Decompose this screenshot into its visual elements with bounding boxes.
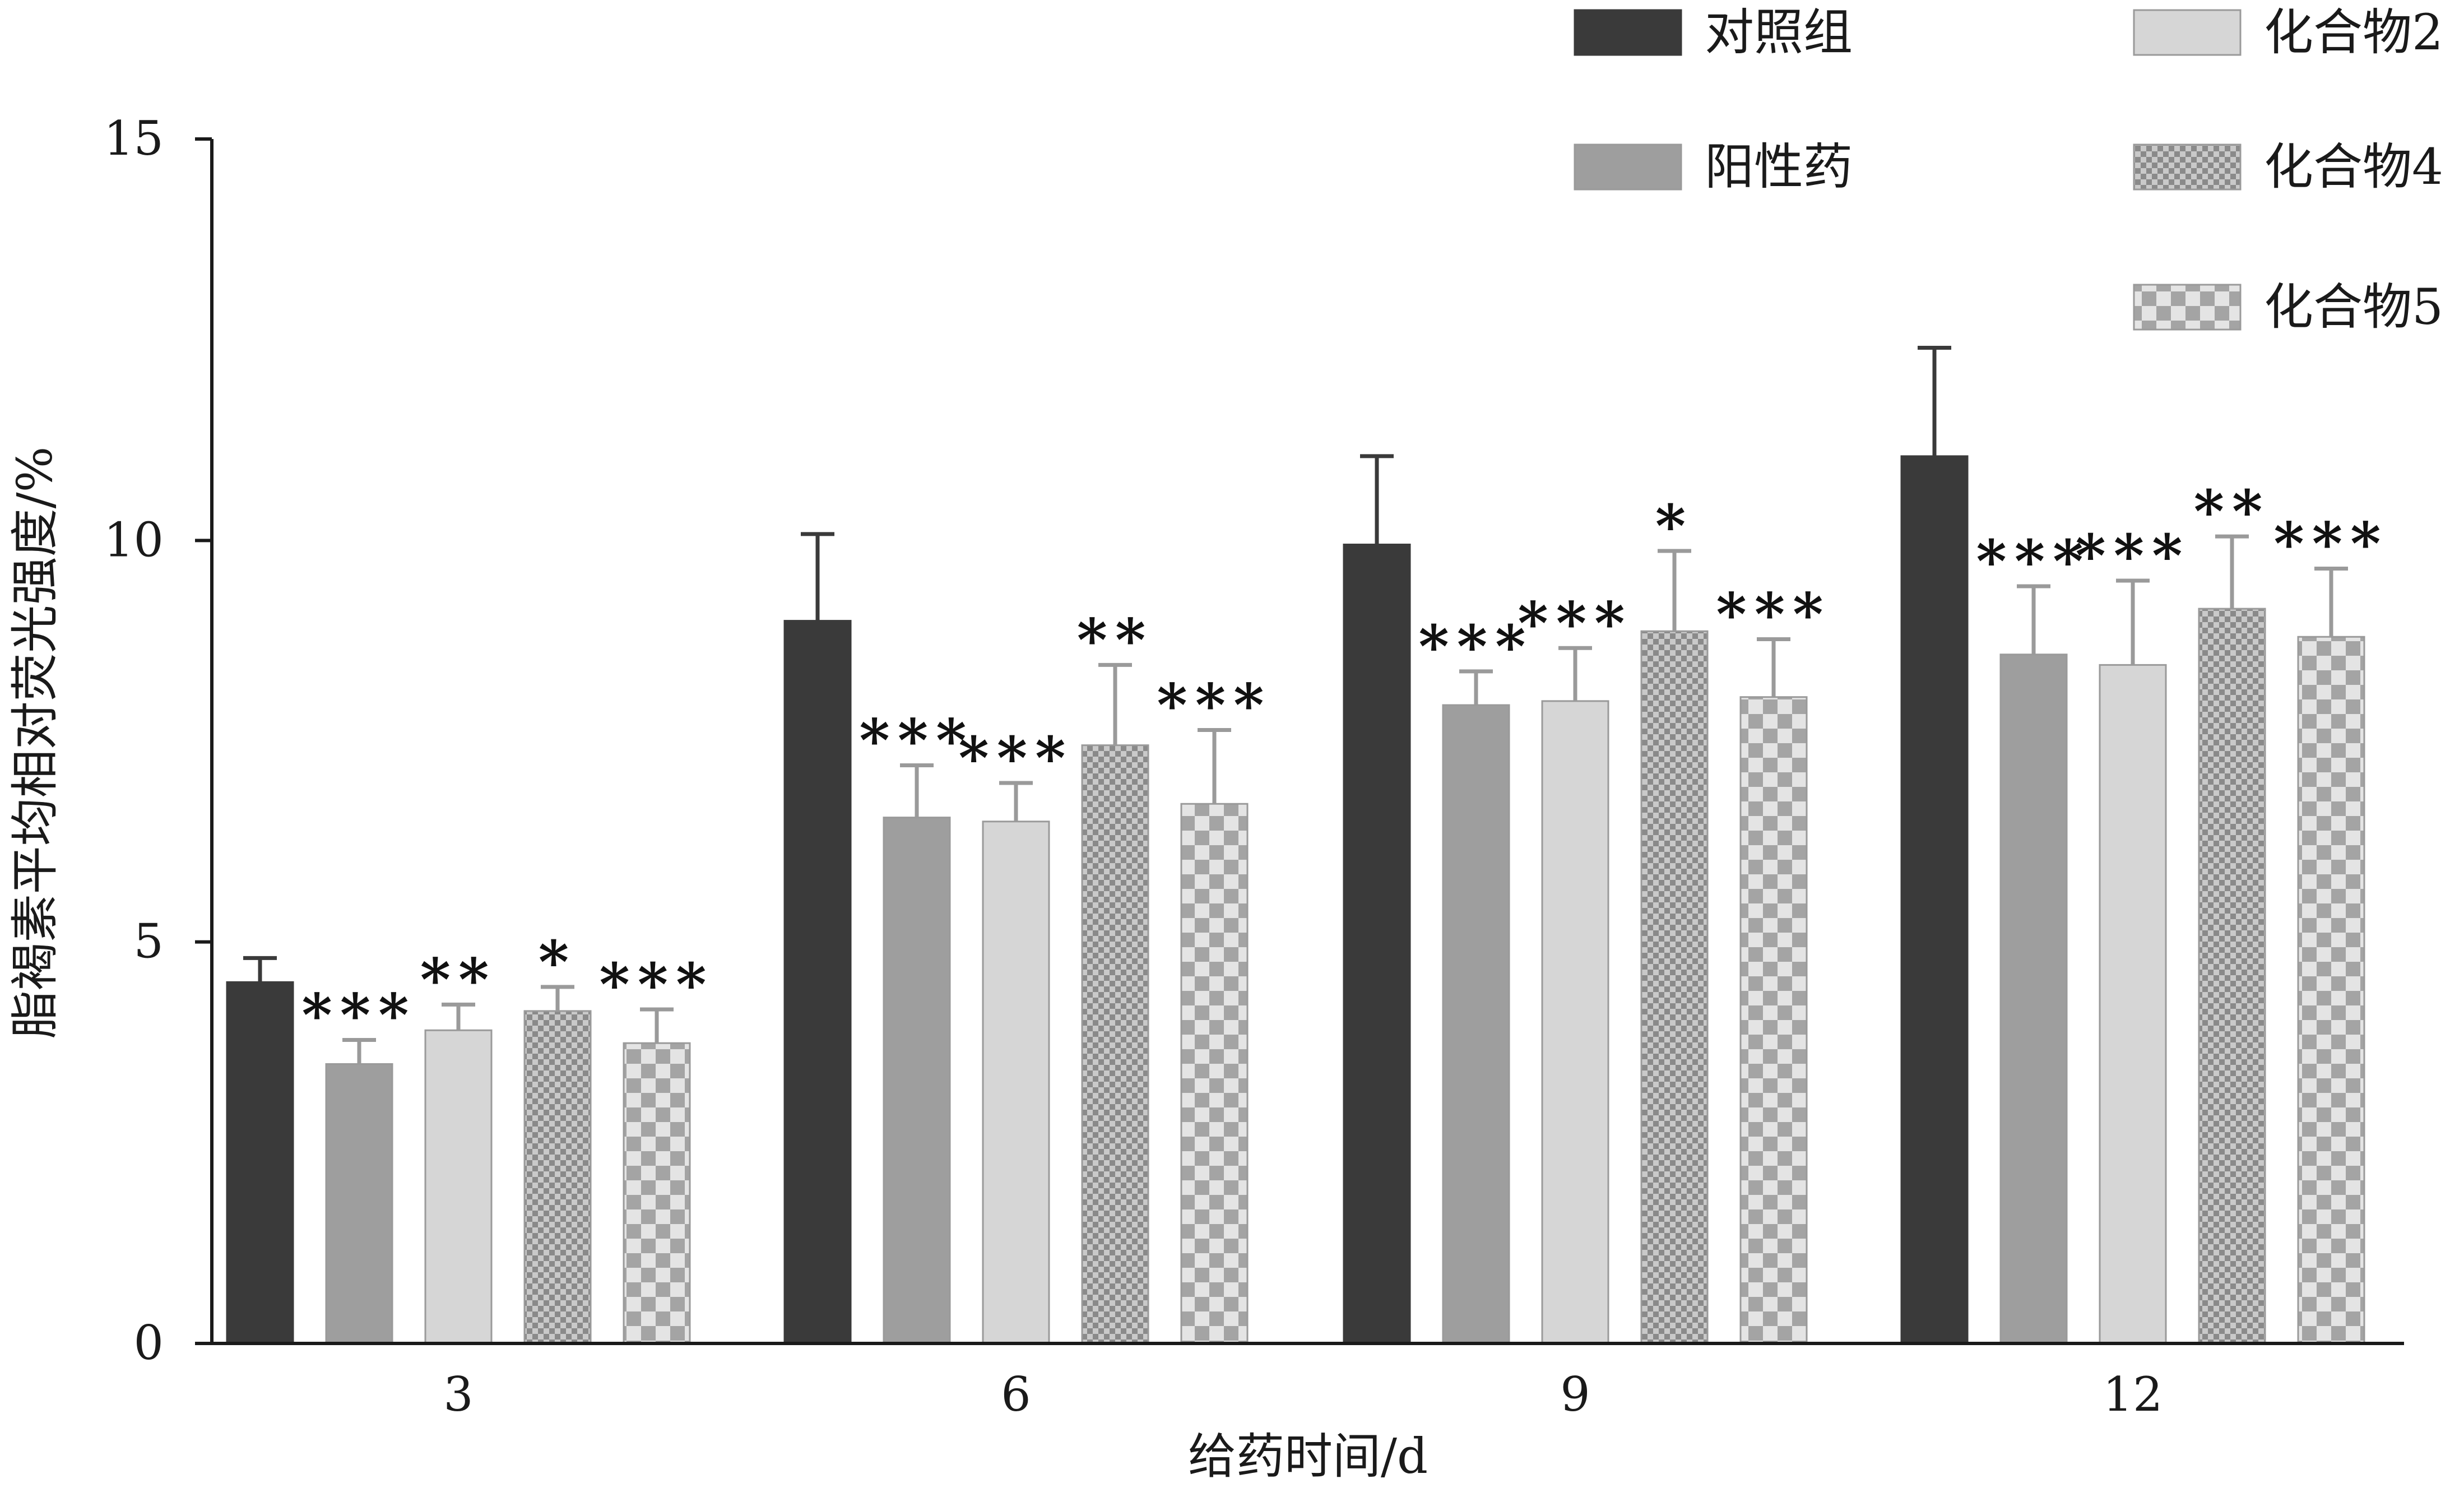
significance-label: ** [1077, 605, 1154, 674]
bar [1900, 455, 1969, 1345]
y-tick-label: 0 [134, 1315, 164, 1370]
legend-swatch [1574, 9, 1682, 56]
bar [1739, 696, 1808, 1345]
bar [1180, 803, 1249, 1345]
legend-swatch [2133, 284, 2242, 331]
significance-label: *** [1716, 580, 1831, 649]
legend-swatch [2133, 143, 2242, 191]
bar [1541, 700, 1609, 1345]
bar [2198, 608, 2266, 1345]
significance-label: *** [1157, 670, 1272, 739]
bar [1999, 654, 2068, 1345]
legend-label: 化合物5 [2264, 278, 2443, 336]
bar [623, 1042, 691, 1345]
bar [523, 1010, 592, 1345]
significance-label: *** [958, 724, 1073, 792]
x-tick-label: 12 [2103, 1367, 2163, 1422]
significance-label: *** [301, 980, 416, 1049]
bar [2297, 636, 2365, 1345]
significance-label: * [1655, 492, 1693, 560]
legend-swatch [2133, 9, 2242, 56]
x-tick-label: 6 [1001, 1367, 1031, 1422]
significance-label: *** [1418, 612, 1533, 681]
legend-label: 对照组 [1705, 3, 1853, 61]
axes-layer: 0 5 10 15 3 6 9 12 给药时间/d 脂褐素平均相对荧光强度/% [7, 111, 2404, 1485]
legend-label: 化合物2 [2264, 3, 2443, 61]
y-tick-label: 5 [134, 914, 164, 969]
significance-label: ** [420, 945, 497, 1014]
significance-label: * [539, 928, 577, 997]
bar [2099, 664, 2167, 1345]
significance-label: *** [599, 950, 714, 1019]
bar [1343, 543, 1411, 1345]
bars-layer: *************************** *************… [226, 345, 2388, 1345]
y-tick-label: 10 [104, 512, 164, 567]
significance-label: *** [2273, 509, 2388, 578]
bar [883, 817, 951, 1345]
significance-label: ** [2194, 477, 2271, 546]
bar [1640, 630, 1709, 1345]
legend-label: 阳性药 [1705, 138, 1853, 196]
bar [982, 821, 1050, 1345]
y-tick-label: 15 [104, 111, 164, 166]
bar [1081, 744, 1149, 1345]
bar [783, 620, 852, 1345]
x-tick-label: 3 [443, 1367, 473, 1422]
significance-label: *** [859, 706, 974, 775]
x-tick-label: 9 [1560, 1367, 1590, 1422]
y-axis-label: 脂褐素平均相对荧光强度/% [7, 447, 63, 1039]
x-axis-label: 给药时间/d [1188, 1429, 1428, 1485]
significance-label: *** [2075, 521, 2190, 590]
bar [325, 1063, 393, 1345]
bar [424, 1029, 493, 1345]
significance-label: *** [1976, 527, 2091, 596]
legend-swatch [1574, 143, 1682, 191]
significance-label: *** [1518, 588, 1632, 657]
bar [226, 981, 294, 1345]
bar [1442, 704, 1510, 1345]
legend-label: 化合物4 [2264, 138, 2443, 196]
